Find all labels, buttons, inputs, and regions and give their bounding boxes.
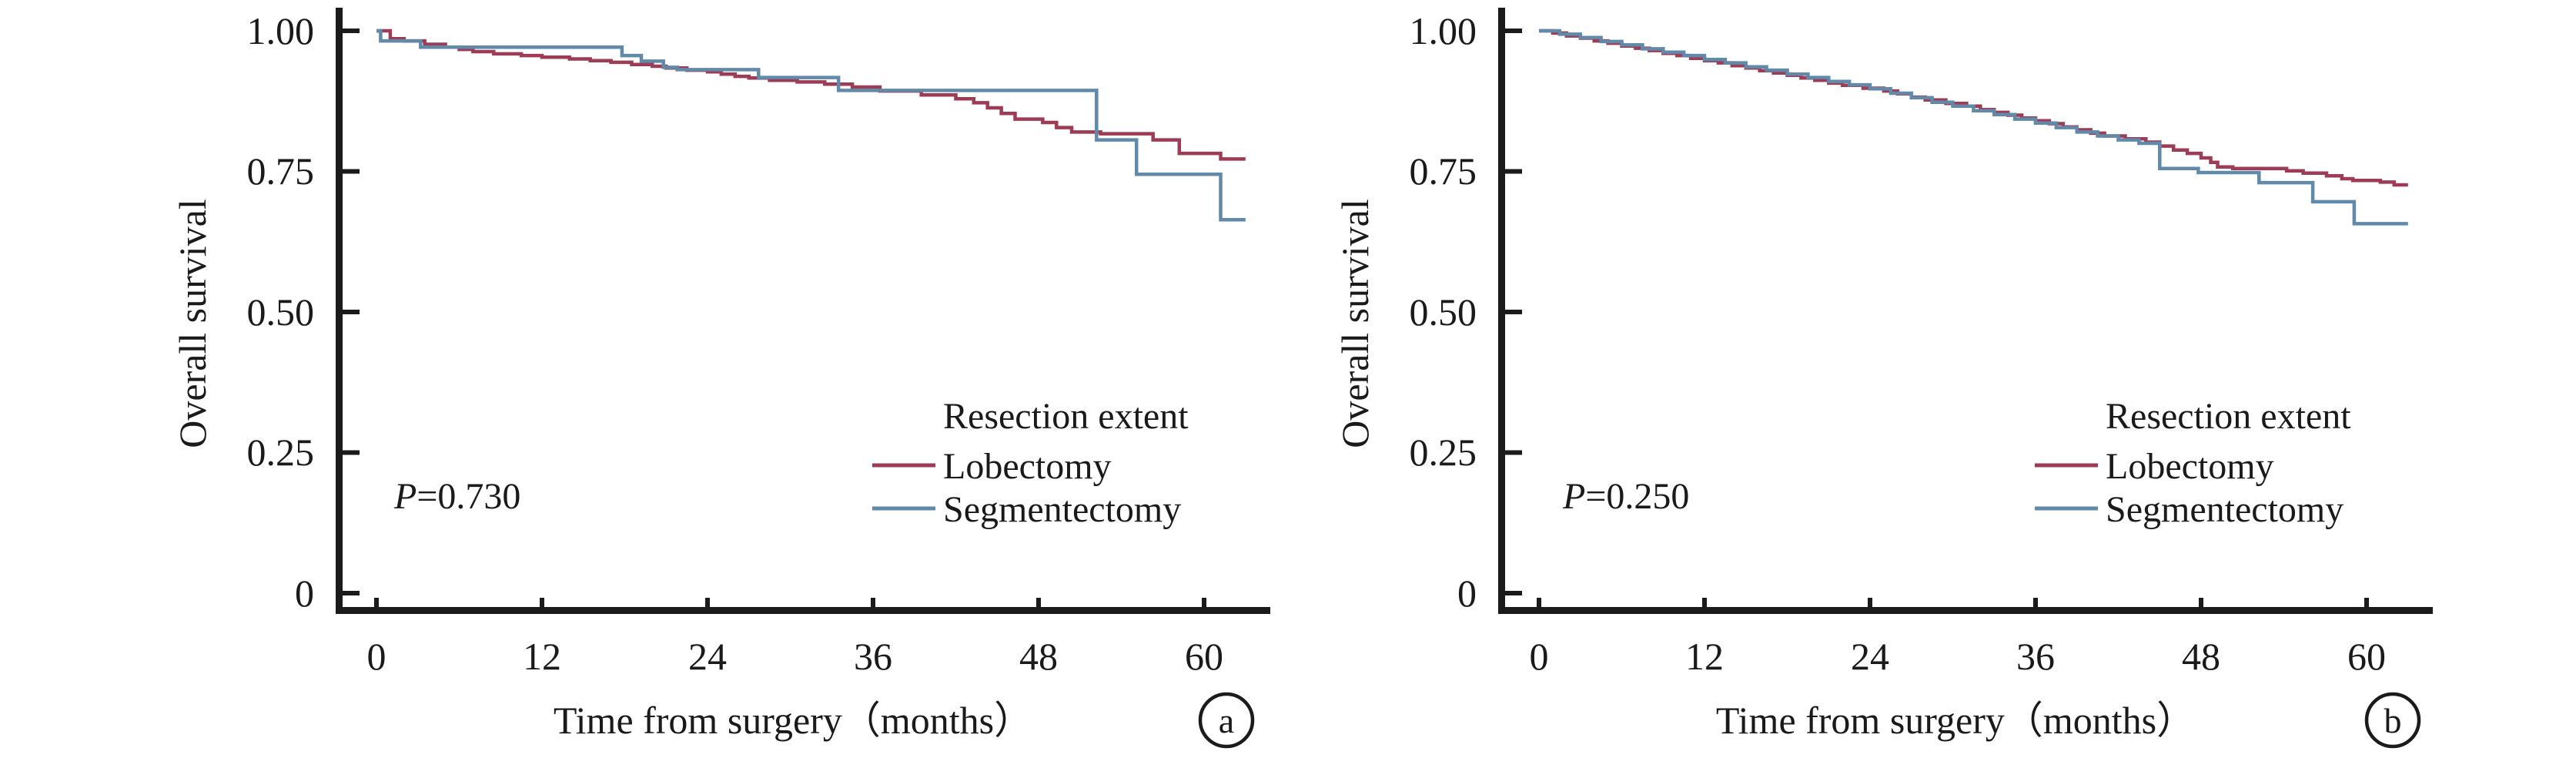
x-tick-label: 12 (1685, 635, 1724, 678)
legend-label-segmentectomy: Segmentectomy (2106, 489, 2343, 530)
plot-dynamic-layer (1505, 29, 2408, 609)
y-axis-tick (1505, 450, 1522, 455)
y-axis-tick (343, 169, 360, 174)
p-value-annotation: P=0.730 (393, 476, 520, 517)
x-axis-tick (2364, 598, 2369, 609)
legend-label-lobectomy: Lobectomy (943, 446, 1112, 487)
x-tick-label: 60 (2347, 635, 2386, 678)
x-axis-tick (1036, 598, 1041, 609)
kaplan-meier-curve-lobectomy (376, 29, 1246, 161)
y-tick-label: 1.00 (247, 9, 315, 52)
y-tick-label: 0.75 (1410, 149, 1477, 193)
panel-letter-circle (2364, 692, 2421, 749)
y-tick-label: 0.75 (247, 149, 315, 193)
panel-letter-circle (1198, 692, 1255, 749)
x-axis-tick (1202, 598, 1206, 609)
y-axis-tick (343, 29, 360, 33)
panel-b: 1.00 0.75 0.50 0.25 0 0 12 24 36 48 60 T… (1333, 8, 2433, 749)
x-axis-tick (1702, 598, 1707, 609)
y-axis-tick (343, 310, 360, 314)
x-axis-tick (2033, 598, 2038, 609)
y-axis-tick (1505, 29, 1522, 33)
y-axis-title-group: Overall survival (1333, 199, 1377, 448)
x-axis-spine (1498, 607, 2433, 614)
x-axis-tick (540, 598, 544, 609)
y-tick-label: 0.25 (247, 431, 315, 474)
x-axis-tick (1868, 598, 1872, 609)
y-axis-tick (1505, 591, 1522, 595)
plot-dynamic-layer (343, 29, 1246, 609)
y-tick-label: 0.50 (247, 290, 315, 334)
y-tick-label: 0 (295, 572, 314, 615)
y-tick-label: 0 (1457, 572, 1477, 615)
y-axis-tick (1505, 169, 1522, 174)
x-axis-spine (336, 607, 1270, 614)
y-axis-title: Overall survival (1333, 199, 1377, 448)
x-axis-title: Time from surgery（months） (1716, 699, 2195, 742)
kaplan-meier-curve-segmentectomy (1539, 29, 2408, 226)
y-tick-label: 1.00 (1410, 9, 1477, 52)
x-tick-label: 48 (1019, 635, 1058, 678)
x-axis-tick (374, 598, 379, 609)
x-tick-label: 60 (1185, 635, 1223, 678)
y-axis-title: Overall survival (171, 199, 214, 448)
x-tick-label: 48 (2182, 635, 2220, 678)
legend-label-segmentectomy: Segmentectomy (943, 489, 1181, 530)
x-axis-title: Time from surgery（months） (554, 699, 1032, 742)
legend-title: Resection extent (943, 396, 1189, 437)
x-tick-label: 36 (2016, 635, 2055, 678)
y-axis-spine (336, 8, 343, 614)
y-tick-label: 0.50 (1410, 290, 1477, 334)
y-axis-spine (1498, 8, 1505, 614)
legend-title: Resection extent (2106, 396, 2351, 437)
legend-label-lobectomy: Lobectomy (2106, 446, 2274, 487)
panel-letter: b (2384, 701, 2402, 740)
y-axis-title-group: Overall survival (171, 199, 214, 448)
x-tick-label: 24 (688, 635, 727, 678)
p-value-annotation: P=0.250 (1562, 476, 1689, 517)
panel-letter: a (1219, 701, 1234, 740)
x-tick-label: 36 (854, 635, 892, 678)
y-axis-tick (343, 450, 360, 455)
x-axis-tick (871, 598, 875, 609)
x-axis-tick (705, 598, 710, 609)
x-tick-label: 24 (1851, 635, 1889, 678)
x-axis-tick (1537, 598, 1541, 609)
kaplan-meier-curve-segmentectomy (376, 29, 1246, 222)
y-axis-tick (343, 591, 360, 595)
x-tick-label: 12 (523, 635, 561, 678)
panel-a: 1.00 0.75 0.50 0.25 0 0 12 24 36 48 60 T… (171, 8, 1270, 749)
x-tick-label: 0 (367, 635, 386, 678)
x-axis-tick (2199, 598, 2203, 609)
x-tick-label: 0 (1530, 635, 1549, 678)
y-tick-label: 0.25 (1410, 431, 1477, 474)
y-axis-tick (1505, 310, 1522, 314)
